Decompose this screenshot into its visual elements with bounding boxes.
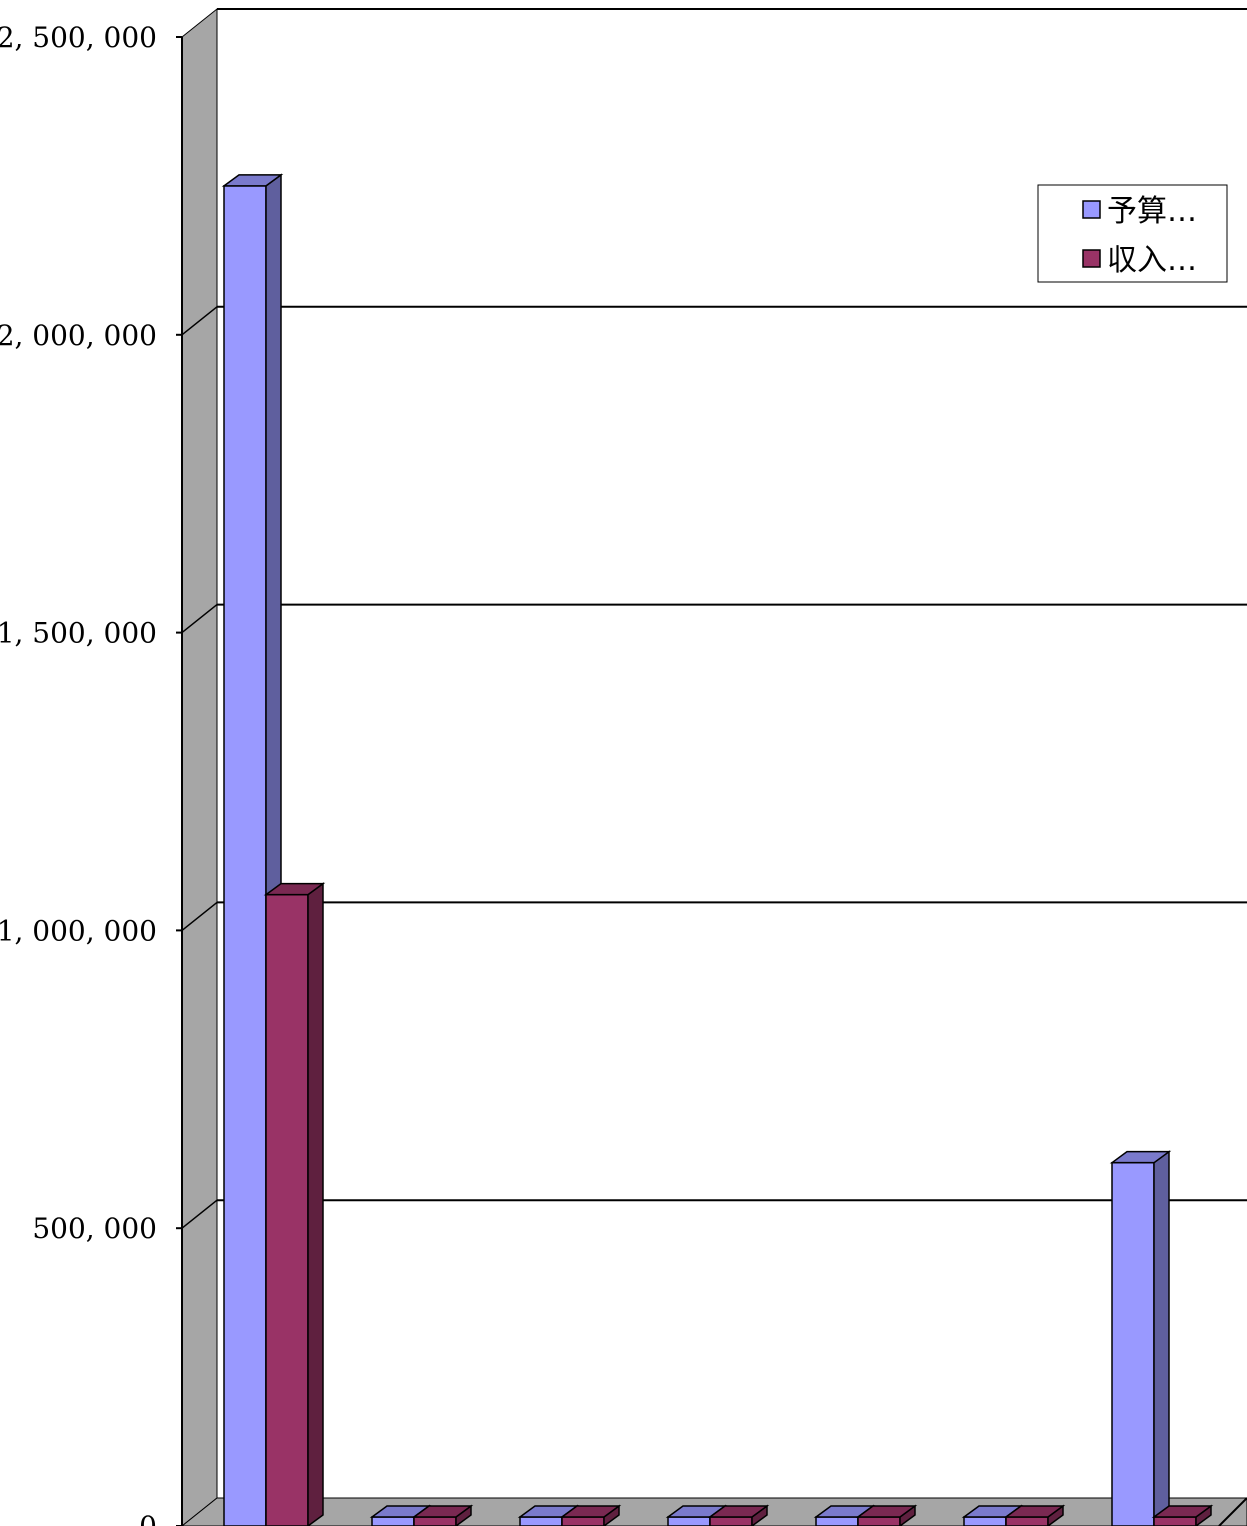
y-axis: 0 500, 000 1, 000, 000 1, 500, 000 2, 000, 0…: [0, 21, 183, 1526]
bar-top: [559, 1505, 622, 1518]
bar-2-3: [559, 1504, 622, 1526]
bar-front: [815, 1516, 859, 1526]
bar-2-6: [1003, 1504, 1066, 1526]
bar-front: [1005, 1516, 1049, 1526]
bar-front: [1111, 1161, 1155, 1526]
y-tick-label: 0: [139, 1510, 157, 1526]
y-tick-label: 2, 000, 000: [0, 319, 157, 352]
y-tick-label: 1, 000, 000: [0, 914, 157, 947]
bar-top: [1109, 1150, 1172, 1164]
bar-top: [707, 1505, 770, 1518]
bar-front: [371, 1516, 415, 1526]
bar-front: [561, 1516, 605, 1526]
legend-box: [1037, 184, 1228, 283]
bar-front: [709, 1516, 753, 1526]
bar-top: [1151, 1505, 1214, 1518]
legend-label-2: 収入…: [1107, 243, 1197, 278]
bar-2-7: [1151, 1504, 1214, 1526]
bar-front: [667, 1516, 711, 1526]
bar-front: [413, 1516, 457, 1526]
bar-1-7: [1109, 1150, 1172, 1526]
gridline-diagonal: [181, 604, 218, 634]
bar-2-2: [411, 1504, 474, 1526]
bar-top: [221, 174, 284, 187]
bar-front: [265, 893, 309, 1526]
floor-edge: [1218, 1497, 1247, 1526]
legend-swatch-2: [1082, 249, 1101, 268]
y-tick-label: 1, 500, 000: [0, 617, 157, 650]
y-tick-label: 500, 000: [32, 1212, 157, 1245]
y-tick-label: 2, 500, 000: [0, 21, 157, 54]
gridline-diagonal: [181, 306, 218, 336]
gridlines: [181, 305, 1247, 1229]
gridline-diagonal: [181, 901, 218, 931]
bars: [221, 173, 1214, 1526]
bar-front: [963, 1516, 1007, 1526]
bar-top: [263, 882, 326, 896]
bar-top: [411, 1505, 474, 1518]
bar-2-4: [707, 1504, 770, 1526]
bar-side: [1153, 1150, 1170, 1526]
bar-front: [223, 185, 267, 1526]
bar-2-1: [263, 882, 326, 1526]
bar-2-5: [855, 1504, 918, 1526]
bar-front: [1153, 1516, 1197, 1526]
side-wall: [181, 7, 218, 1526]
bar-front: [519, 1516, 563, 1526]
gridline-diagonal: [181, 1199, 218, 1229]
bar-top: [1003, 1505, 1066, 1518]
legend-swatch-1: [1082, 200, 1101, 219]
legend-label-1: 予算…: [1107, 194, 1197, 229]
bar-top: [855, 1505, 918, 1518]
bar-front: [857, 1516, 901, 1526]
legend: 予算… 収入…: [1037, 184, 1228, 283]
bar-side: [307, 882, 324, 1526]
